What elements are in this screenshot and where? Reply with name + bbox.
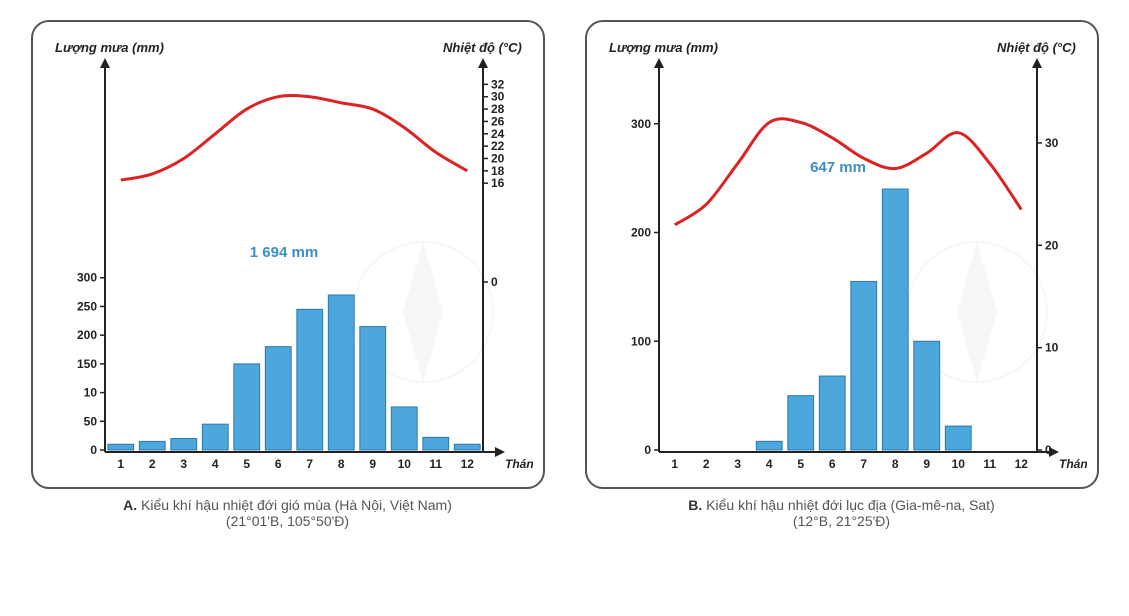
svg-text:6: 6 — [828, 457, 835, 471]
svg-text:9: 9 — [369, 457, 376, 471]
svg-text:30: 30 — [491, 90, 505, 104]
svg-text:11: 11 — [983, 457, 996, 471]
svg-text:8: 8 — [891, 457, 898, 471]
caption-a: A. Kiểu khí hậu nhiệt đới gió mùa (Hà Nộ… — [123, 497, 452, 529]
svg-text:7: 7 — [860, 457, 867, 471]
svg-text:100: 100 — [630, 334, 650, 348]
svg-text:150: 150 — [76, 357, 96, 371]
svg-text:4: 4 — [765, 457, 772, 471]
svg-text:5: 5 — [243, 457, 250, 471]
svg-text:2: 2 — [702, 457, 709, 471]
svg-text:3: 3 — [180, 457, 187, 471]
svg-text:2: 2 — [148, 457, 155, 471]
svg-text:0: 0 — [491, 275, 498, 289]
svg-text:1 694 mm: 1 694 mm — [249, 244, 317, 261]
svg-text:1: 1 — [117, 457, 124, 471]
svg-text:200: 200 — [76, 328, 96, 342]
svg-text:4: 4 — [211, 457, 218, 471]
svg-text:10: 10 — [83, 386, 97, 400]
svg-text:32: 32 — [491, 77, 505, 91]
chart-block-a: Lượng mưa (mm)Nhiệt độ (°C)0501015020025… — [31, 20, 545, 529]
svg-text:12: 12 — [1014, 457, 1028, 471]
caption-a-sub: (21°01'B, 105°50'Đ) — [226, 513, 349, 529]
caption-a-main: Kiểu khí hậu nhiệt đới gió mùa (Hà Nội, … — [137, 497, 452, 513]
charts-row: Lượng mưa (mm)Nhiệt độ (°C)0501015020025… — [31, 20, 1099, 529]
caption-b-prefix: B. — [688, 497, 702, 513]
svg-text:30: 30 — [1045, 136, 1059, 150]
svg-text:300: 300 — [76, 271, 96, 285]
svg-text:16: 16 — [491, 176, 505, 190]
svg-text:5: 5 — [797, 457, 804, 471]
chart-svg-a: Lượng mưa (mm)Nhiệt độ (°C)0501015020025… — [43, 32, 533, 482]
svg-text:18: 18 — [491, 164, 505, 178]
svg-text:1: 1 — [671, 457, 678, 471]
svg-text:200: 200 — [630, 226, 650, 240]
svg-text:6: 6 — [274, 457, 281, 471]
svg-text:0: 0 — [1045, 443, 1052, 457]
svg-text:11: 11 — [429, 457, 442, 471]
svg-text:Nhiệt độ (°C): Nhiệt độ (°C) — [443, 40, 522, 55]
chart-frame-a: Lượng mưa (mm)Nhiệt độ (°C)0501015020025… — [31, 20, 545, 489]
caption-b-sub: (12°B, 21°25'Đ) — [793, 513, 890, 529]
svg-text:10: 10 — [951, 457, 965, 471]
svg-text:20: 20 — [491, 151, 505, 165]
caption-a-prefix: A. — [123, 497, 137, 513]
caption-b-main: Kiểu khí hậu nhiệt đới lục địa (Gia-mê-n… — [702, 497, 994, 513]
svg-text:3: 3 — [734, 457, 741, 471]
svg-text:Nhiệt độ (°C): Nhiệt độ (°C) — [997, 40, 1076, 55]
svg-text:10: 10 — [397, 457, 411, 471]
svg-text:647 mm: 647 mm — [810, 159, 866, 176]
caption-b: B. Kiểu khí hậu nhiệt đới lục địa (Gia-m… — [688, 497, 994, 529]
svg-text:Tháng: Tháng — [1059, 457, 1087, 471]
svg-text:8: 8 — [337, 457, 344, 471]
chart-block-b: Lượng mưa (mm) Nhiệt độ (°C) 0 100 200 300 0 10… — [585, 20, 1099, 529]
svg-text:26: 26 — [491, 114, 505, 128]
svg-text:0: 0 — [90, 443, 97, 457]
svg-text:0: 0 — [644, 443, 651, 457]
svg-text:24: 24 — [491, 127, 505, 141]
svg-text:22: 22 — [491, 139, 505, 153]
svg-text:Lượng mưa (mm): Lượng mưa (mm) — [55, 40, 164, 55]
svg-text:20: 20 — [1045, 238, 1059, 252]
chart-svg-b: Lượng mưa (mm) Nhiệt độ (°C) 0 100 200 300 0 10… — [597, 32, 1087, 482]
svg-text:250: 250 — [76, 299, 96, 313]
svg-text:28: 28 — [491, 102, 505, 116]
svg-text:Tháng: Tháng — [505, 457, 533, 471]
chart-frame-b: Lượng mưa (mm) Nhiệt độ (°C) 0 100 200 300 0 10… — [585, 20, 1099, 489]
svg-text:50: 50 — [83, 414, 97, 428]
svg-text:9: 9 — [923, 457, 930, 471]
svg-text:12: 12 — [460, 457, 474, 471]
svg-text:7: 7 — [306, 457, 313, 471]
svg-text:Lượng mưa (mm): Lượng mưa (mm) — [609, 40, 718, 55]
svg-text:300: 300 — [630, 117, 650, 131]
svg-text:10: 10 — [1045, 341, 1059, 355]
